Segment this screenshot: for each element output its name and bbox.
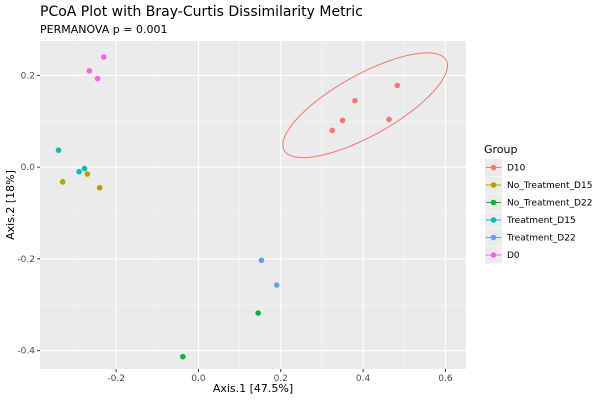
y-tick-label: 0.2 <box>21 71 35 81</box>
point-Treatment_D15 <box>55 147 62 153</box>
point-D10 <box>339 117 346 124</box>
point-D0 <box>94 75 101 82</box>
ellipse-D10 <box>282 52 448 159</box>
legend-title: Group <box>484 143 518 156</box>
legend: D10 No_Treatment_D15 No_Treatment_D22 Treat… <box>485 159 592 264</box>
point-No_Treatment_D22 <box>180 353 186 360</box>
point-Treatment_D22 <box>273 282 280 288</box>
point-D10 <box>386 116 392 123</box>
legend-point <box>490 199 497 206</box>
legend-label: No_Treatment_D22 <box>507 199 592 209</box>
point-No_Treatment_D15 <box>84 171 91 177</box>
legend-label: D0 <box>507 251 520 261</box>
x-tick-label: 0.6 <box>438 374 453 384</box>
data-points <box>55 54 401 360</box>
grid-lines <box>40 41 466 369</box>
point-No_Treatment_D22 <box>255 310 261 316</box>
y-tick-label: -0.2 <box>17 255 35 265</box>
plot-panel <box>40 41 466 369</box>
y-axis-title: Axis.2 [18%] <box>4 170 17 240</box>
legend-label: No_Treatment_D15 <box>507 181 592 191</box>
x-tick-label: 0.4 <box>356 374 371 384</box>
point-D0 <box>100 54 107 60</box>
axis-ticks: -0.2 0.0 0.2 0.4 0.6 -0.4 -0.2 0.0 0.2 <box>17 71 452 384</box>
point-No_Treatment_D15 <box>96 184 103 191</box>
legend-point <box>490 182 497 188</box>
x-tick-label: 0.2 <box>274 374 288 384</box>
point-D10 <box>394 82 401 89</box>
legend-label: Treatment_D15 <box>506 216 576 226</box>
chart-subtitle: PERMANOVA p = 0.001 <box>40 23 167 36</box>
x-axis-title: Axis.1 [47.5%] <box>213 382 293 395</box>
confidence-ellipses <box>282 52 448 159</box>
legend-point <box>490 234 497 241</box>
point-D10 <box>329 127 336 134</box>
x-tick-label: -0.2 <box>107 374 125 384</box>
point-D10 <box>352 97 358 104</box>
y-tick-label: -0.4 <box>17 347 35 357</box>
point-Treatment_D15 <box>76 168 82 175</box>
point-No_Treatment_D15 <box>59 179 66 185</box>
point-Treatment_D22 <box>258 257 265 264</box>
legend-label: Treatment_D22 <box>506 234 576 244</box>
chart-title: PCoA Plot with Bray-Curtis Dissimilarity… <box>40 4 363 20</box>
legend-point <box>490 164 497 171</box>
point-D0 <box>86 68 93 74</box>
legend-label: D10 <box>507 164 526 174</box>
y-tick-label: 0.0 <box>21 163 36 173</box>
point-Treatment_D15 <box>81 165 88 172</box>
legend-point <box>490 252 497 258</box>
legend-point <box>490 217 497 223</box>
x-tick-label: 0.0 <box>191 374 206 384</box>
